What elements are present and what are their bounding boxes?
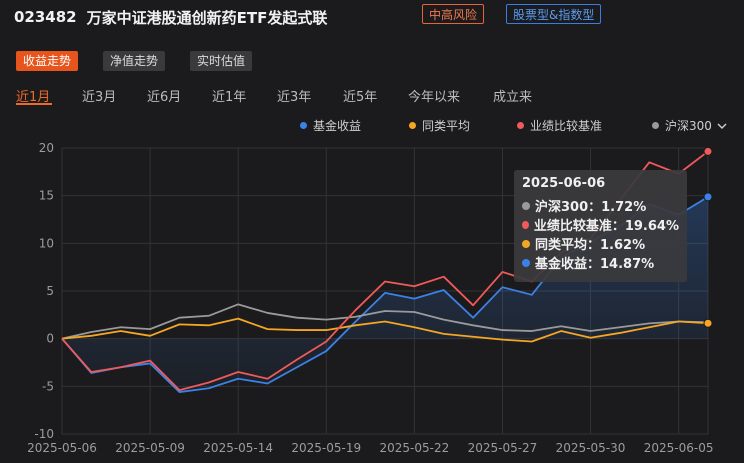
x-tick-label: 2025-05-09 <box>115 441 185 455</box>
tooltip-dot-fund <box>522 258 530 267</box>
period-1y[interactable]: 近1年 <box>212 90 247 105</box>
series-area-fund <box>62 196 708 393</box>
legend-label-fund: 基金收益 <box>313 119 362 133</box>
legend-item-benchmark[interactable]: 业绩比较基准 <box>517 117 602 134</box>
legend-item-peer-average[interactable]: 同类平均 <box>409 117 470 134</box>
y-tick-label: 5 <box>46 284 54 298</box>
period-3m[interactable]: 近3月 <box>82 90 117 105</box>
title-row: 023482 万家中证港股通创新药ETF发起式联 <box>14 6 327 28</box>
legend-label-csi300: 沪深300 <box>665 119 712 133</box>
tooltip-dot-csi300 <box>522 201 530 210</box>
legend-dot-fund <box>300 122 307 129</box>
risk-tag: 中高风险 <box>422 4 485 24</box>
tooltip-dot-benchmark <box>522 220 529 229</box>
series-end-point-benchmark <box>703 146 713 156</box>
tooltip-row-benchmark: 业绩比较基准：19.64% <box>522 215 679 234</box>
chart-legend: 基金收益 同类平均 业绩比较基准 沪深300 <box>0 117 744 133</box>
period-6m[interactable]: 近6月 <box>147 90 182 105</box>
y-tick-label: 15 <box>39 189 54 203</box>
series-end-point-peer-average <box>703 318 713 328</box>
tooltip-dot-peer-average <box>522 239 530 248</box>
period-5y[interactable]: 近5年 <box>343 90 378 105</box>
tooltip-date: 2025-06-06 <box>522 176 606 191</box>
chevron-down-icon[interactable] <box>717 122 727 130</box>
tooltip-row-peer-average: 同类平均：1.62% <box>522 234 679 253</box>
chart-tooltip: 2025-06-06 沪深300：1.72% 业绩比较基准：19.64% 同类平… <box>514 170 687 282</box>
y-tick-label: -10 <box>34 427 54 441</box>
x-tick-label: 2025-05-30 <box>556 441 626 455</box>
tab-realtime-estimate[interactable]: 实时估值 <box>190 51 253 71</box>
legend-item-csi300[interactable]: 沪深300 <box>652 117 727 134</box>
active-period-underline <box>16 103 52 105</box>
period-since-inception[interactable]: 成立来 <box>493 90 533 105</box>
period-3y[interactable]: 近3年 <box>277 90 312 105</box>
x-tick-label: 2025-05-06 <box>27 441 97 455</box>
y-tick-label: 0 <box>46 332 54 346</box>
fund-name: 万家中证港股通创新药ETF发起式联 <box>86 8 328 27</box>
legend-dot-benchmark <box>517 122 524 129</box>
legend-label-peer-average: 同类平均 <box>422 119 471 133</box>
series-end-point-fund <box>703 192 713 202</box>
legend-dot-csi300 <box>652 122 659 129</box>
tab-nav-trend[interactable]: 净值走势 <box>103 51 166 71</box>
fund-code: 023482 <box>14 8 77 26</box>
y-tick-label: -5 <box>42 379 54 393</box>
tab-return-trend[interactable]: 收益走势 <box>16 51 79 71</box>
tooltip-value-csi300: 沪深300：1.72% <box>535 200 647 215</box>
legend-label-benchmark: 业绩比较基准 <box>530 119 603 133</box>
series-layer <box>61 146 713 393</box>
tooltip-value-fund: 基金收益：14.87% <box>535 257 655 272</box>
tooltip-row-fund: 基金收益：14.87% <box>522 253 679 272</box>
x-tick-label: 2025-06-05 <box>644 441 714 455</box>
tooltip-row-csi300: 沪深300：1.72% <box>522 196 679 215</box>
x-tick-label: 2025-05-19 <box>291 441 361 455</box>
y-tick-label: 10 <box>39 236 54 250</box>
x-tick-label: 2025-05-22 <box>379 441 449 455</box>
tooltip-value-peer-average: 同类平均：1.62% <box>535 238 646 253</box>
period-ytd[interactable]: 今年以来 <box>408 90 461 105</box>
x-tick-label: 2025-05-14 <box>203 441 273 455</box>
series-line-peer-average <box>61 317 709 343</box>
tooltip-value-benchmark: 业绩比较基准：19.64% <box>533 219 679 234</box>
period-1m[interactable]: 近1月 <box>16 90 51 105</box>
legend-item-fund[interactable]: 基金收益 <box>300 117 361 134</box>
series-line-csi300 <box>61 303 709 340</box>
legend-dot-peer-average <box>409 122 416 129</box>
y-tick-label: 20 <box>39 141 54 155</box>
x-tick-label: 2025-05-27 <box>468 441 538 455</box>
type-tag: 股票型&指数型 <box>506 4 602 24</box>
